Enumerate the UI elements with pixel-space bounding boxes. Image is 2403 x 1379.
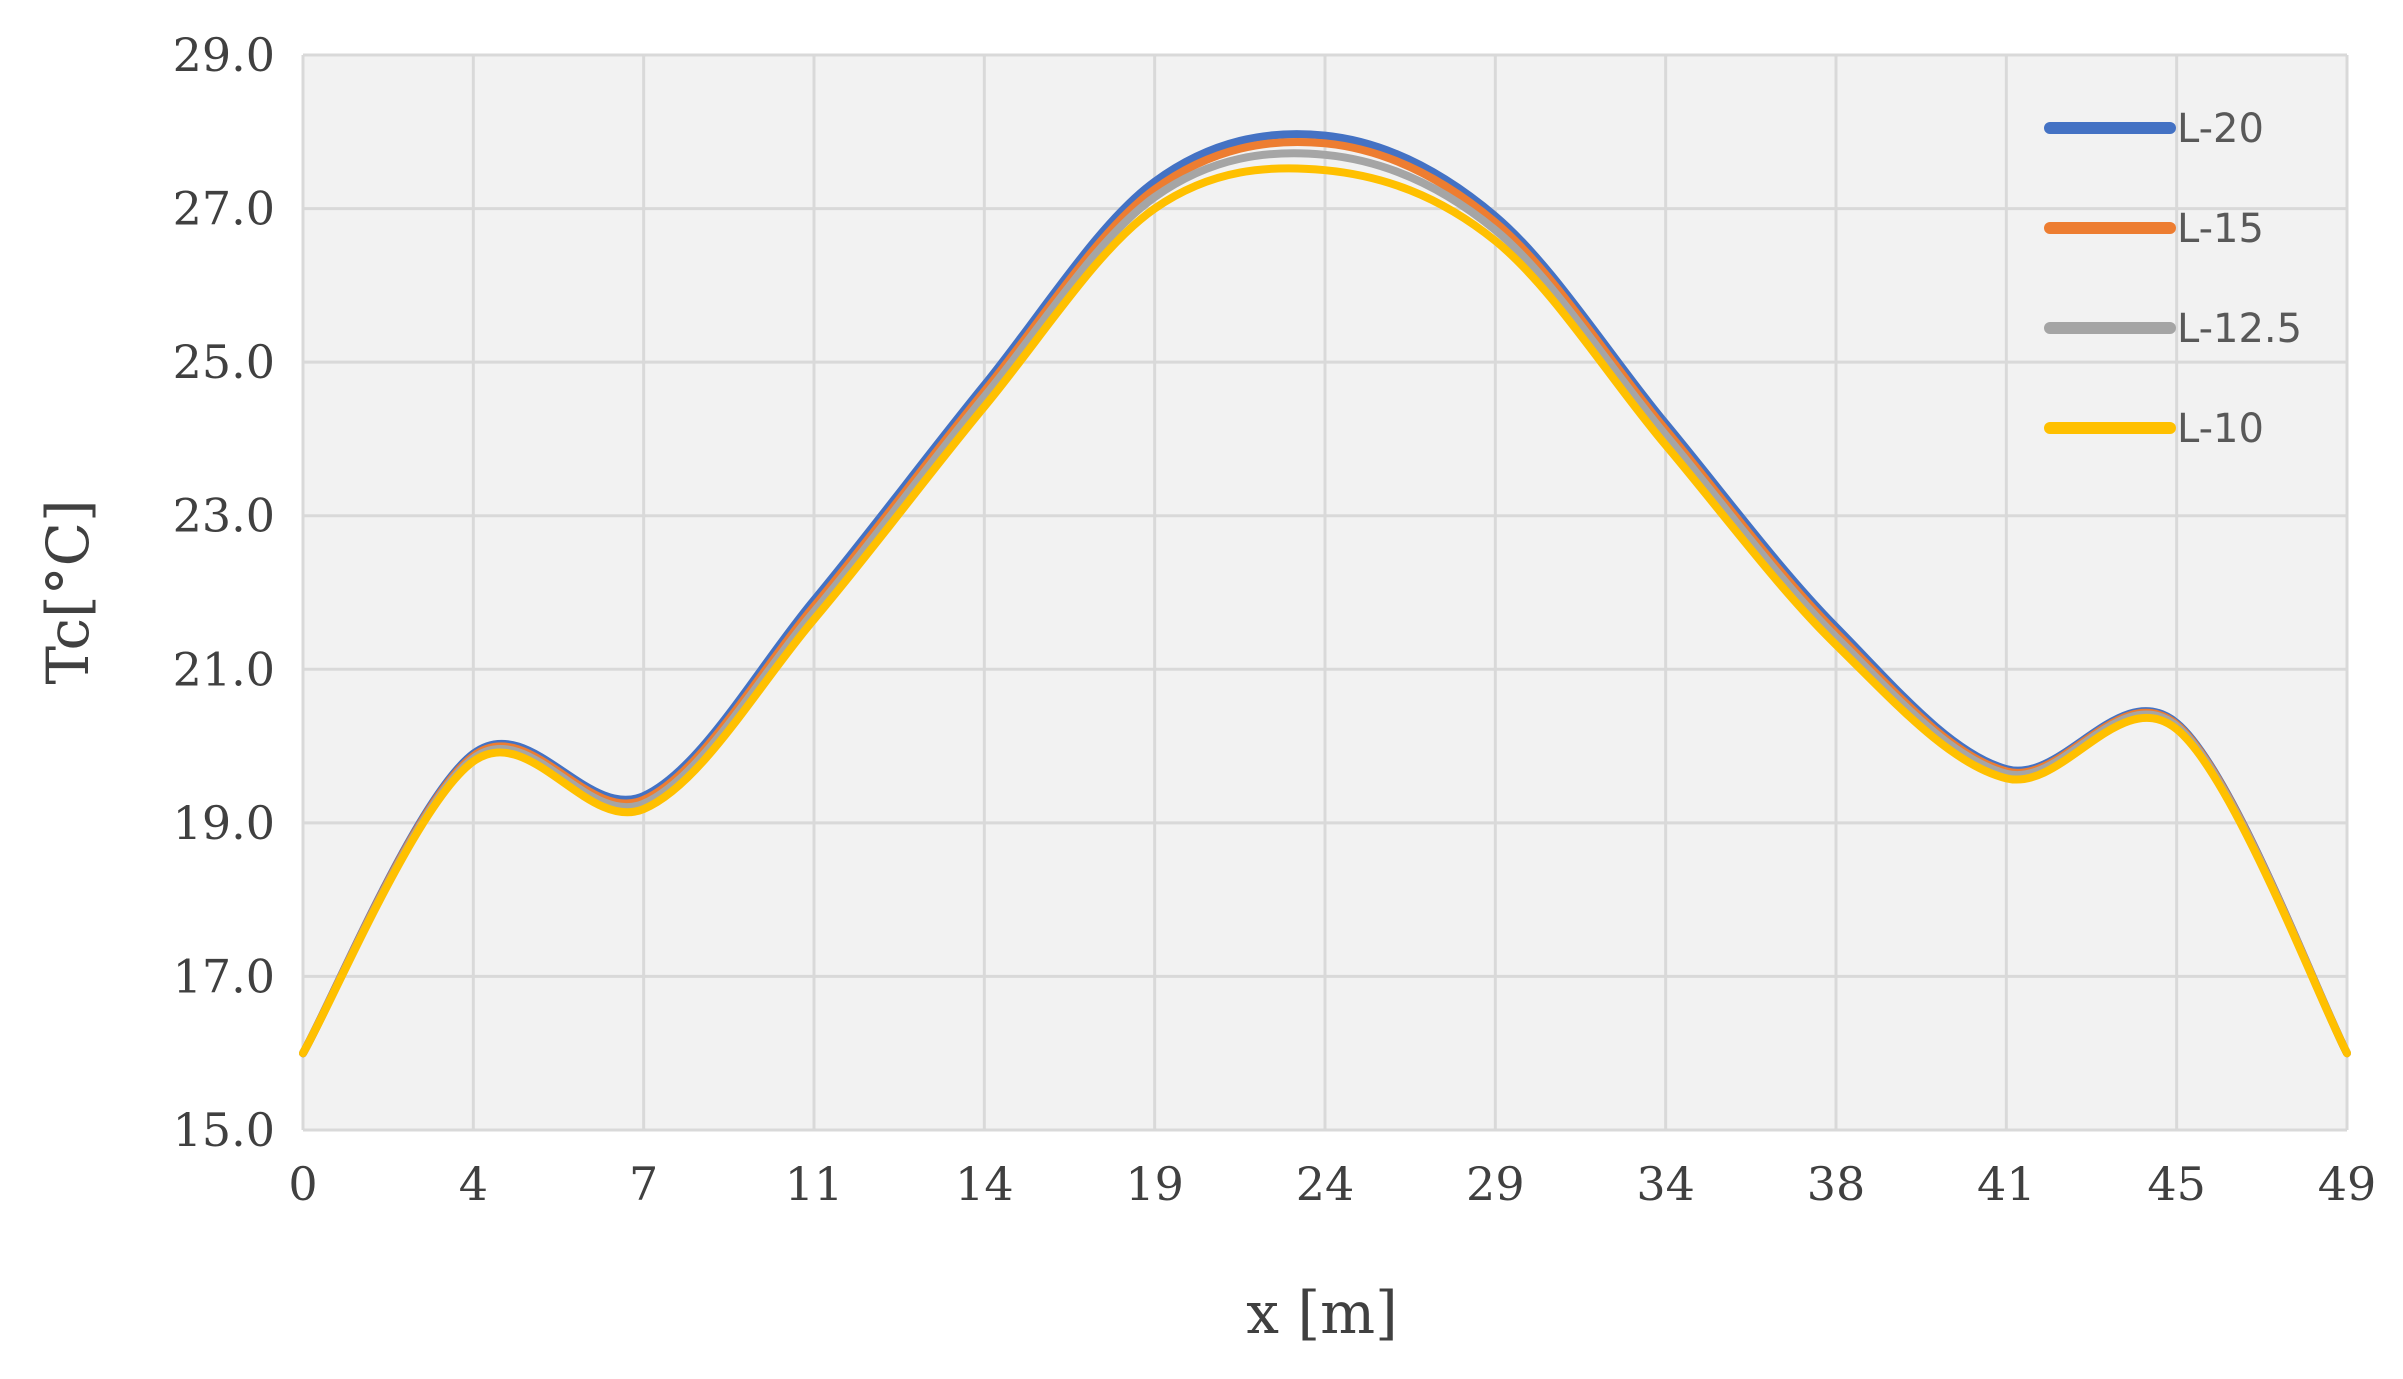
y-tick-label: 19.0 [173, 796, 275, 850]
y-tick-label: 15.0 [173, 1103, 275, 1157]
y-tick-label: 25.0 [173, 335, 275, 389]
series-lines [299, 130, 2351, 1058]
y-tick-label: 27.0 [173, 182, 275, 236]
legend: L-20 L-15 L-12.5 L-10 [2044, 106, 2302, 452]
y-tick-label: 17.0 [173, 949, 275, 1003]
gridlines [301, 53, 2349, 1132]
x-tick-label: 45 [2147, 1157, 2206, 1211]
x-tick-label: 11 [785, 1157, 844, 1211]
y-axis-title: Tc[°C] [34, 499, 102, 684]
x-tick-label: 29 [1466, 1157, 1525, 1211]
x-tick-label: 41 [1977, 1157, 2036, 1211]
x-tick-label: 14 [955, 1157, 1014, 1211]
x-tick-label: 34 [1636, 1157, 1695, 1211]
y-tick-label: 29.0 [173, 28, 275, 82]
legend-label: L-10 [2177, 406, 2264, 452]
legend-label: L-12.5 [2177, 306, 2302, 352]
y-tick-label: 23.0 [173, 489, 275, 543]
tick-labels: 15.0 17.0 19.0 21.0 23.0 25.0 27.0 29.0 0 4 7 11 14 1… [173, 28, 2377, 1211]
x-tick-label: 4 [459, 1157, 488, 1211]
x-tick-label: 7 [629, 1157, 658, 1211]
y-tick-label: 21.0 [173, 642, 275, 696]
series-line-l-10 [299, 164, 2351, 1058]
x-axis-title: x [m] [1246, 1279, 1397, 1347]
x-tick-label: 19 [1125, 1157, 1184, 1211]
x-tick-label: 38 [1807, 1157, 1866, 1211]
series-line-l-12-5 [299, 149, 2351, 1058]
legend-label: L-15 [2177, 206, 2264, 252]
x-tick-label: 0 [288, 1157, 317, 1211]
legend-label: L-20 [2177, 106, 2264, 152]
x-tick-label: 49 [2318, 1157, 2377, 1211]
x-tick-label: 24 [1296, 1157, 1355, 1211]
